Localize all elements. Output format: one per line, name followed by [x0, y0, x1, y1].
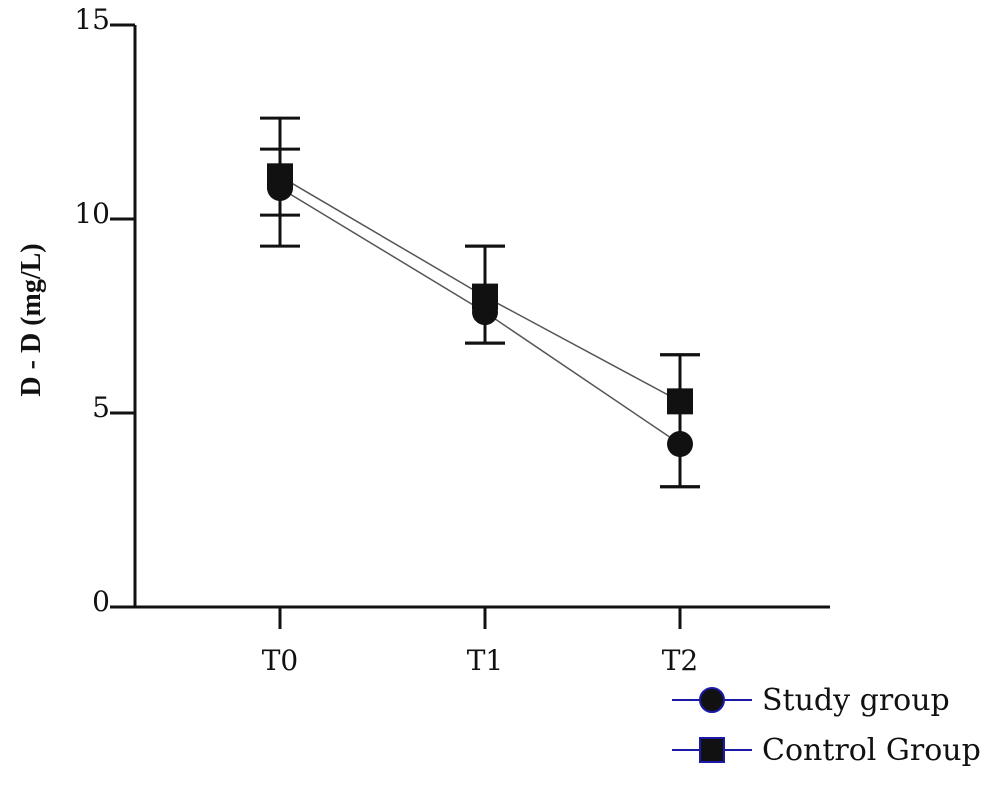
series-line-segment [484, 295, 681, 403]
y-tick-label: 15 [74, 3, 110, 36]
series-line-segment [279, 175, 486, 298]
axes [110, 25, 830, 609]
legend-marker-circle [699, 687, 725, 713]
data-point-circle [667, 431, 693, 458]
y-tick-label: 5 [92, 391, 110, 424]
y-axis-title: D - D (mg/L) [16, 243, 47, 396]
y-tick-label: 10 [74, 197, 110, 230]
legend: Study group Control Group [672, 683, 981, 768]
legend-label: Control Group [762, 733, 981, 768]
data-point-square [472, 283, 498, 310]
legend-label: Study group [762, 683, 950, 718]
y-tick-label: 0 [92, 585, 110, 618]
x-tick-label: T2 [662, 644, 699, 677]
x-tick-label: T0 [262, 644, 299, 677]
x-ticks: T0 T1 T2 [262, 607, 699, 677]
data-point-square [667, 388, 693, 415]
x-tick-label: T1 [467, 644, 504, 677]
series-line-segment [279, 187, 486, 313]
data-point-square [267, 163, 293, 190]
series-layer [260, 116, 700, 489]
legend-marker-square [699, 737, 725, 763]
series-line-segment [484, 311, 681, 445]
y-ticks: 0 5 10 15 [74, 3, 135, 618]
